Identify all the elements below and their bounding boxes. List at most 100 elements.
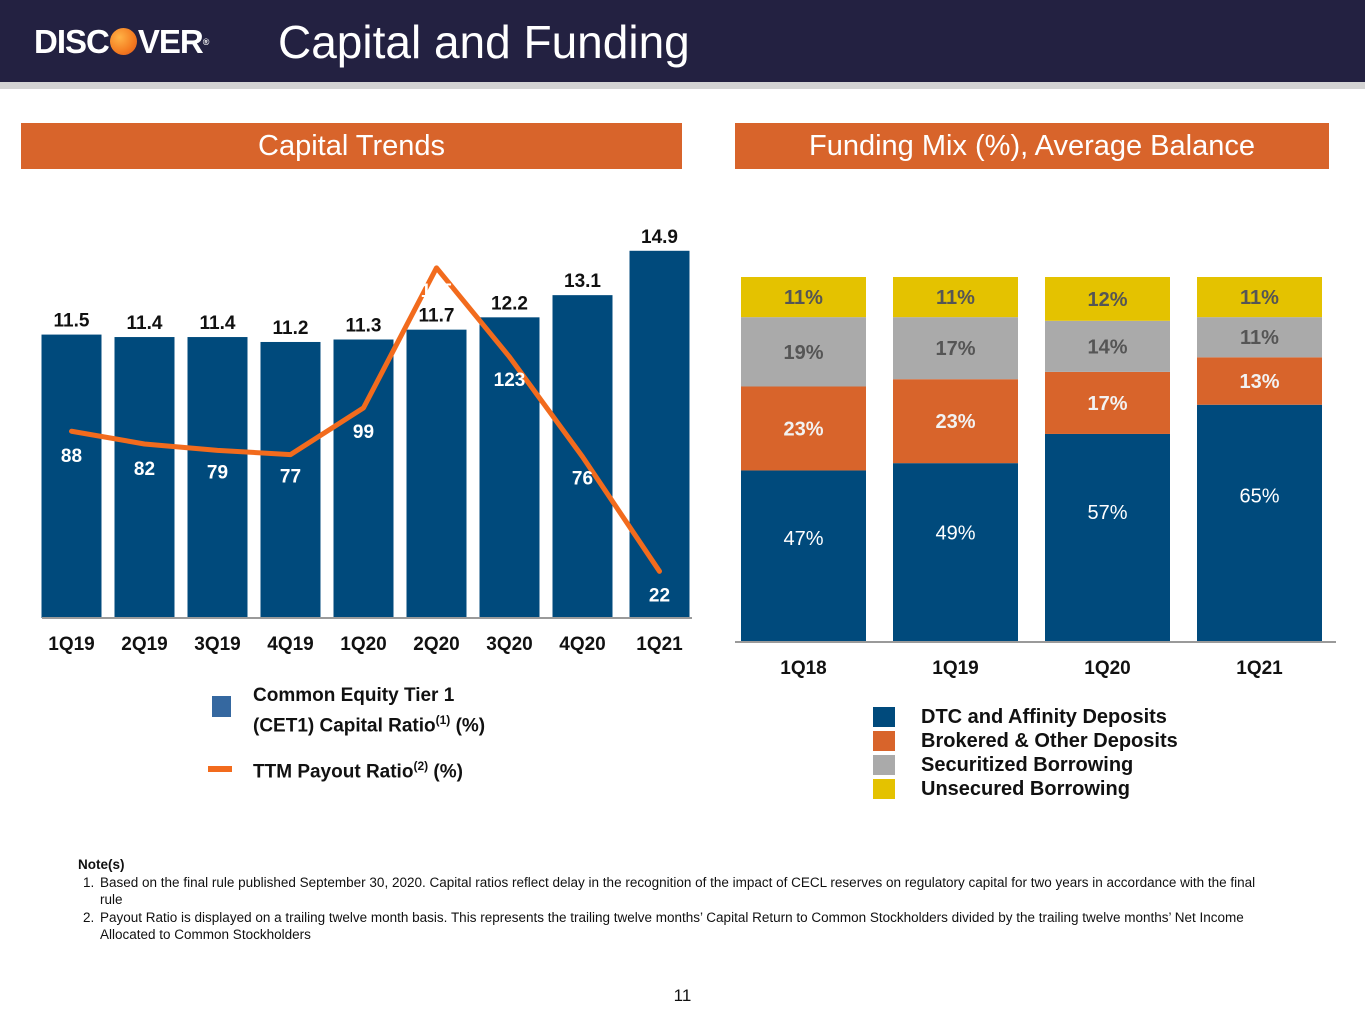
note-2: Payout Ratio is displayed on a trailing … <box>98 909 1278 944</box>
funding-mix-segment <box>1197 357 1322 405</box>
capital-trends-banner: Capital Trends <box>21 123 682 169</box>
cet1-bar <box>629 250 690 618</box>
logo-o-circle-icon <box>109 28 137 55</box>
cet1-bar <box>41 334 102 618</box>
funding-mix-value-label: 11% <box>784 287 823 309</box>
funding-mix-value-label: 17% <box>935 338 975 360</box>
logo-text-end: VER <box>137 23 204 60</box>
cet1-value-label: 11.5 <box>54 311 90 332</box>
quarter-tick-label: 3Q20 <box>486 634 532 655</box>
cet1-label-line1: Common Equity Tier 1 <box>253 685 455 706</box>
funding-mix-value-label: 65% <box>1239 485 1279 507</box>
payout-value-label: 88 <box>61 446 82 467</box>
cet1-label-suffix: (%) <box>450 715 486 737</box>
quarter-tick-label: 1Q20 <box>340 634 386 655</box>
quarter-tick-label: 4Q20 <box>559 634 605 655</box>
quarter-tick-label: 4Q19 <box>267 634 313 655</box>
funding-mix-value-label: 12% <box>1087 289 1127 311</box>
payout-legend-label: TTM Payout Ratio(2) (%) <box>253 754 583 784</box>
funding-mix-value-label: 11% <box>1240 287 1279 309</box>
funding-mix-segment <box>893 463 1018 642</box>
funding-mix-segment <box>1197 404 1322 642</box>
payout-footnote-ref: (2) <box>413 759 429 773</box>
funding-mix-segment <box>893 317 1018 380</box>
funding-mix-segment <box>1197 317 1322 358</box>
quarter-tick-label: 2Q20 <box>413 634 459 655</box>
securitized-legend-label: Securitized Borrowing <box>921 754 1134 776</box>
cet1-value-label: 12.2 <box>491 293 528 314</box>
payout-value-label: 123 <box>494 370 526 391</box>
cet1-bar <box>333 339 394 618</box>
dtc-swatch <box>873 707 895 727</box>
funding-mix-segment <box>741 277 866 318</box>
funding-mix-value-label: 17% <box>1087 393 1127 415</box>
brokered-legend-label: Brokered & Other Deposits <box>921 730 1178 752</box>
payout-swatch <box>208 766 232 772</box>
period-tick-label: 1Q19 <box>932 658 978 679</box>
funding-mix-value-label: 47% <box>783 528 823 550</box>
payout-ratio-line <box>69 265 662 574</box>
unsecured-legend-label: Unsecured Borrowing <box>921 778 1130 800</box>
securitized-swatch <box>873 755 895 775</box>
funding-mix-value-label: 13% <box>1239 371 1279 393</box>
logo-text-start: DISC <box>34 23 110 60</box>
funding-mix-segment <box>741 386 866 471</box>
funding-mix-value-label: 23% <box>935 411 975 433</box>
cet1-bar <box>479 317 540 618</box>
cet1-bar <box>187 337 248 618</box>
unsecured-swatch <box>873 779 895 799</box>
funding-mix-segment <box>1045 433 1170 642</box>
cet1-value-label: 11.2 <box>273 318 309 339</box>
cet1-value-label: 11.3 <box>346 316 382 337</box>
page-title: Capital and Funding <box>278 16 690 68</box>
quarter-tick-label: 1Q21 <box>636 634 683 655</box>
payout-value-label: 76 <box>572 469 593 490</box>
cet1-legend-label: Common Equity Tier 1 (CET1) Capital Rati… <box>253 684 583 738</box>
cet1-label-line2: (CET1) Capital Ratio <box>253 715 436 737</box>
cet1-value-label: 13.1 <box>564 271 601 292</box>
payout-value-label: 99 <box>353 422 374 443</box>
cet1-bar <box>114 337 175 618</box>
quarter-tick-label: 1Q19 <box>48 634 94 655</box>
funding-mix-value-label: 23% <box>783 418 823 440</box>
cet1-value-label: 14.9 <box>641 227 678 248</box>
funding-mix-segment <box>741 317 866 387</box>
cet1-footnote-ref: (1) <box>435 713 451 727</box>
discover-logo: DISC VER® <box>34 23 209 60</box>
payout-value-label: 79 <box>207 462 228 483</box>
period-tick-label: 1Q20 <box>1084 658 1130 679</box>
payout-value-label: 82 <box>134 459 155 480</box>
funding-mix-value-label: 11% <box>936 287 975 309</box>
funding-mix-segment <box>1045 371 1170 434</box>
funding-mix-value-label: 49% <box>935 523 975 545</box>
funding-mix-segment <box>893 379 1018 464</box>
notes-heading: Note(s) <box>78 857 125 872</box>
payout-label-suffix: (%) <box>428 761 463 783</box>
funding-mix-value-label: 57% <box>1087 502 1127 524</box>
payout-label: TTM Payout Ratio <box>253 761 414 783</box>
page-number: 11 <box>673 986 692 1005</box>
cet1-value-label: 11.4 <box>127 313 163 334</box>
cet1-swatch <box>212 696 231 717</box>
funding-mix-value-label: 14% <box>1087 336 1127 358</box>
notes-list: Based on the final rule published Septem… <box>78 874 1278 944</box>
funding-mix-banner: Funding Mix (%), Average Balance <box>735 123 1329 169</box>
payout-value-label: 22 <box>649 585 670 606</box>
funding-mix-value-label: 19% <box>783 342 823 364</box>
funding-mix-segment <box>1197 277 1322 318</box>
funding-mix-segment <box>1045 320 1170 372</box>
cet1-value-label: 11.7 <box>419 306 455 327</box>
funding-mix-segment <box>741 470 866 642</box>
note-1: Based on the final rule published Septem… <box>98 874 1278 909</box>
quarter-tick-label: 3Q19 <box>194 634 240 655</box>
dtc-legend-label: DTC and Affinity Deposits <box>921 706 1167 728</box>
cet1-bar <box>406 329 467 618</box>
payout-value-label: 165 <box>421 281 453 302</box>
header-divider <box>0 82 1365 89</box>
funding-mix-value-label: 11% <box>1240 327 1279 349</box>
cet1-bar <box>260 341 321 618</box>
period-tick-label: 1Q21 <box>1236 658 1283 679</box>
header-bar <box>0 0 1365 82</box>
